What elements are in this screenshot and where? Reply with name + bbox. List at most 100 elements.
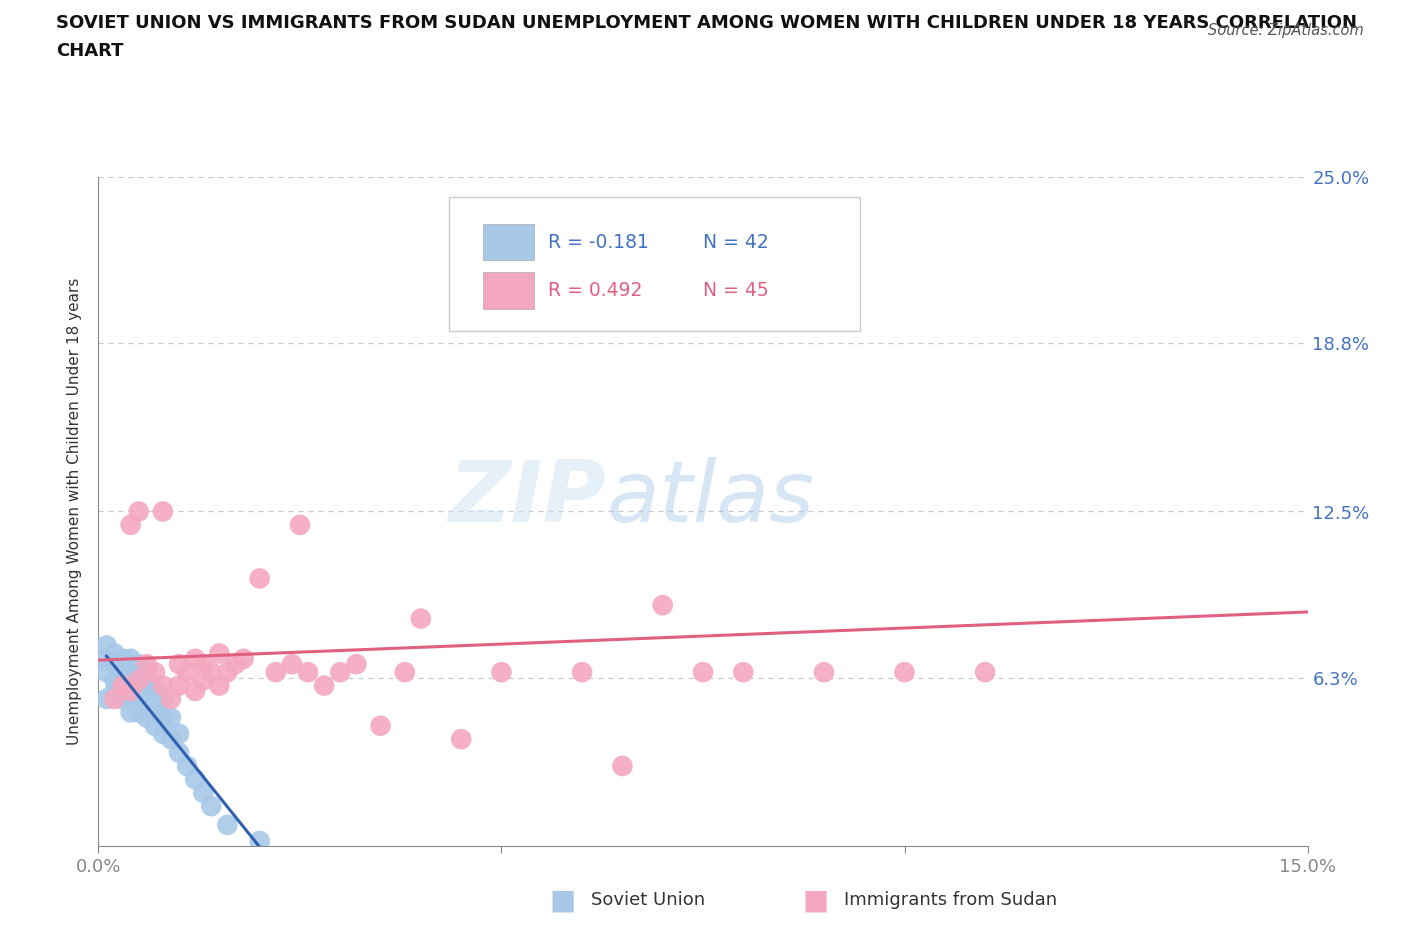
Point <box>120 665 142 680</box>
Point <box>135 699 157 714</box>
Text: atlas: atlas <box>606 457 814 539</box>
Point <box>167 678 190 693</box>
Point <box>103 646 125 661</box>
Point <box>128 672 150 687</box>
Point <box>143 705 166 720</box>
Text: R = 0.492: R = 0.492 <box>548 281 643 300</box>
Y-axis label: Unemployment Among Women with Children Under 18 years: Unemployment Among Women with Children U… <box>67 278 83 745</box>
Point <box>193 657 215 671</box>
Point <box>111 678 134 693</box>
Point <box>232 651 254 666</box>
Point <box>450 732 472 747</box>
Point <box>160 711 183 725</box>
Point <box>128 672 150 687</box>
Point <box>167 657 190 671</box>
Point <box>200 665 222 680</box>
Point <box>103 657 125 671</box>
Point <box>135 711 157 725</box>
Point <box>96 665 118 680</box>
Point <box>152 692 174 707</box>
Point <box>208 678 231 693</box>
Point <box>813 665 835 680</box>
Point <box>111 678 134 693</box>
Point <box>200 799 222 814</box>
Point <box>394 665 416 680</box>
Point <box>167 726 190 741</box>
Point <box>128 692 150 707</box>
Point <box>120 651 142 666</box>
FancyBboxPatch shape <box>449 197 860 331</box>
Point <box>176 759 198 774</box>
Point <box>143 665 166 680</box>
Point <box>143 684 166 698</box>
Text: ■: ■ <box>550 886 575 914</box>
Point <box>193 672 215 687</box>
Point <box>288 517 311 532</box>
Point <box>120 705 142 720</box>
Point <box>184 772 207 787</box>
Text: N = 42: N = 42 <box>703 232 769 252</box>
Point <box>120 678 142 693</box>
Point <box>651 598 673 613</box>
Point <box>184 684 207 698</box>
Text: SOVIET UNION VS IMMIGRANTS FROM SUDAN UNEMPLOYMENT AMONG WOMEN WITH CHILDREN UND: SOVIET UNION VS IMMIGRANTS FROM SUDAN UN… <box>56 14 1357 32</box>
Point <box>120 692 142 707</box>
Point <box>160 732 183 747</box>
Point <box>217 665 239 680</box>
Point <box>612 759 634 774</box>
Point <box>692 665 714 680</box>
Point <box>281 657 304 671</box>
Point <box>167 745 190 760</box>
Text: ■: ■ <box>803 886 828 914</box>
Point <box>344 657 367 671</box>
Point <box>111 651 134 666</box>
Point <box>111 692 134 707</box>
Point <box>329 665 352 680</box>
Text: Source: ZipAtlas.com: Source: ZipAtlas.com <box>1208 23 1364 38</box>
Point <box>160 692 183 707</box>
Point <box>748 202 770 217</box>
Point <box>409 611 432 626</box>
Point <box>249 833 271 848</box>
Point <box>135 657 157 671</box>
Point <box>314 678 336 693</box>
Point <box>297 665 319 680</box>
Point <box>224 657 246 671</box>
Point <box>491 665 513 680</box>
Point <box>974 665 997 680</box>
Point <box>370 718 392 733</box>
Point <box>733 665 755 680</box>
Point <box>152 726 174 741</box>
Point <box>135 684 157 698</box>
Point <box>135 665 157 680</box>
Point <box>249 571 271 586</box>
Text: ZIP: ZIP <box>449 457 606 539</box>
Point <box>184 651 207 666</box>
Point <box>96 692 118 707</box>
Bar <box>482 272 534 310</box>
Point <box>128 504 150 519</box>
Point <box>152 678 174 693</box>
Point <box>103 672 125 687</box>
Point <box>193 785 215 800</box>
Point <box>893 665 915 680</box>
Point <box>571 665 593 680</box>
Point <box>128 657 150 671</box>
Point <box>152 711 174 725</box>
Point <box>120 684 142 698</box>
Text: Immigrants from Sudan: Immigrants from Sudan <box>844 891 1057 910</box>
Bar <box>482 223 534 260</box>
Point <box>208 646 231 661</box>
Point <box>143 718 166 733</box>
Point <box>96 638 118 653</box>
Point <box>264 665 287 680</box>
Text: N = 45: N = 45 <box>703 281 769 300</box>
Text: Soviet Union: Soviet Union <box>591 891 704 910</box>
Point <box>103 684 125 698</box>
Point <box>96 651 118 666</box>
Point <box>103 692 125 707</box>
Point <box>128 678 150 693</box>
Text: CHART: CHART <box>56 42 124 60</box>
Point <box>128 705 150 720</box>
Text: R = -0.181: R = -0.181 <box>548 232 650 252</box>
